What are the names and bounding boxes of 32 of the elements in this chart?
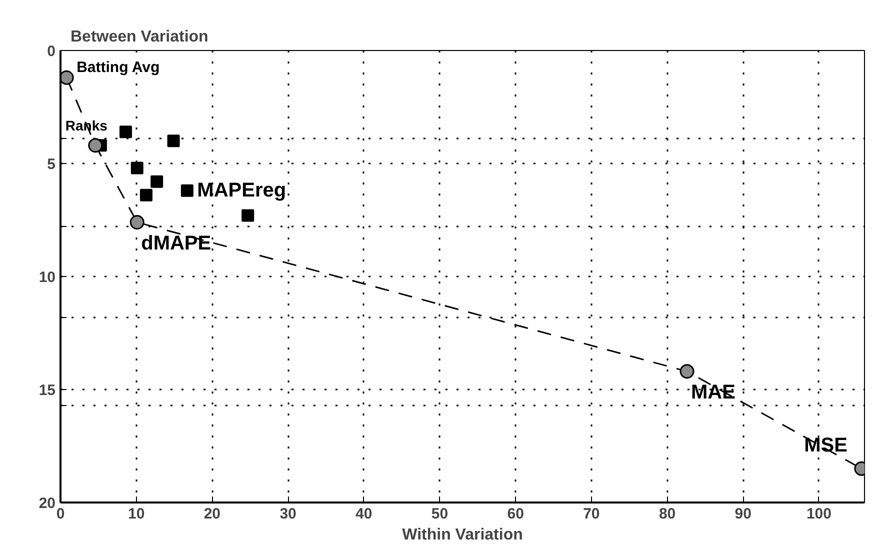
- annotation: MAE: [691, 381, 736, 404]
- x-tick-label: 10: [128, 506, 145, 522]
- x-tick-label: 60: [507, 506, 524, 522]
- x-tick-label: 90: [734, 506, 752, 522]
- y-tick-label: 10: [38, 269, 56, 286]
- x-tick-label: 70: [583, 506, 600, 522]
- annotation: MAPEreg: [197, 180, 286, 202]
- x-tick-label: 80: [658, 506, 676, 522]
- annotation: MSE: [804, 434, 848, 457]
- annotation: dMAPE: [141, 232, 212, 254]
- point: [88, 138, 103, 153]
- point: [167, 134, 180, 148]
- point: [180, 184, 194, 197]
- point: [119, 126, 132, 138]
- point: [242, 209, 254, 222]
- point: [140, 188, 152, 202]
- x-tick-label: 40: [356, 506, 372, 522]
- y-tick-label: 15: [38, 382, 56, 399]
- x-axis-title: Within Variation: [402, 526, 523, 544]
- y-tick-label: 0: [47, 43, 56, 60]
- point: [130, 215, 144, 230]
- y-axis-title: Between Variation: [70, 28, 208, 46]
- point: [60, 70, 74, 85]
- y-tick-label: 20: [38, 495, 56, 512]
- x-tick-label: 20: [204, 506, 221, 522]
- y-tick-label: 5: [47, 156, 56, 173]
- annotation: Batting Avg: [76, 59, 160, 76]
- x-tick-label: 100: [806, 506, 832, 522]
- x-tick-label: 50: [431, 506, 448, 522]
- point: [150, 175, 164, 188]
- point: [130, 162, 144, 174]
- x-tick-label: 30: [280, 506, 296, 522]
